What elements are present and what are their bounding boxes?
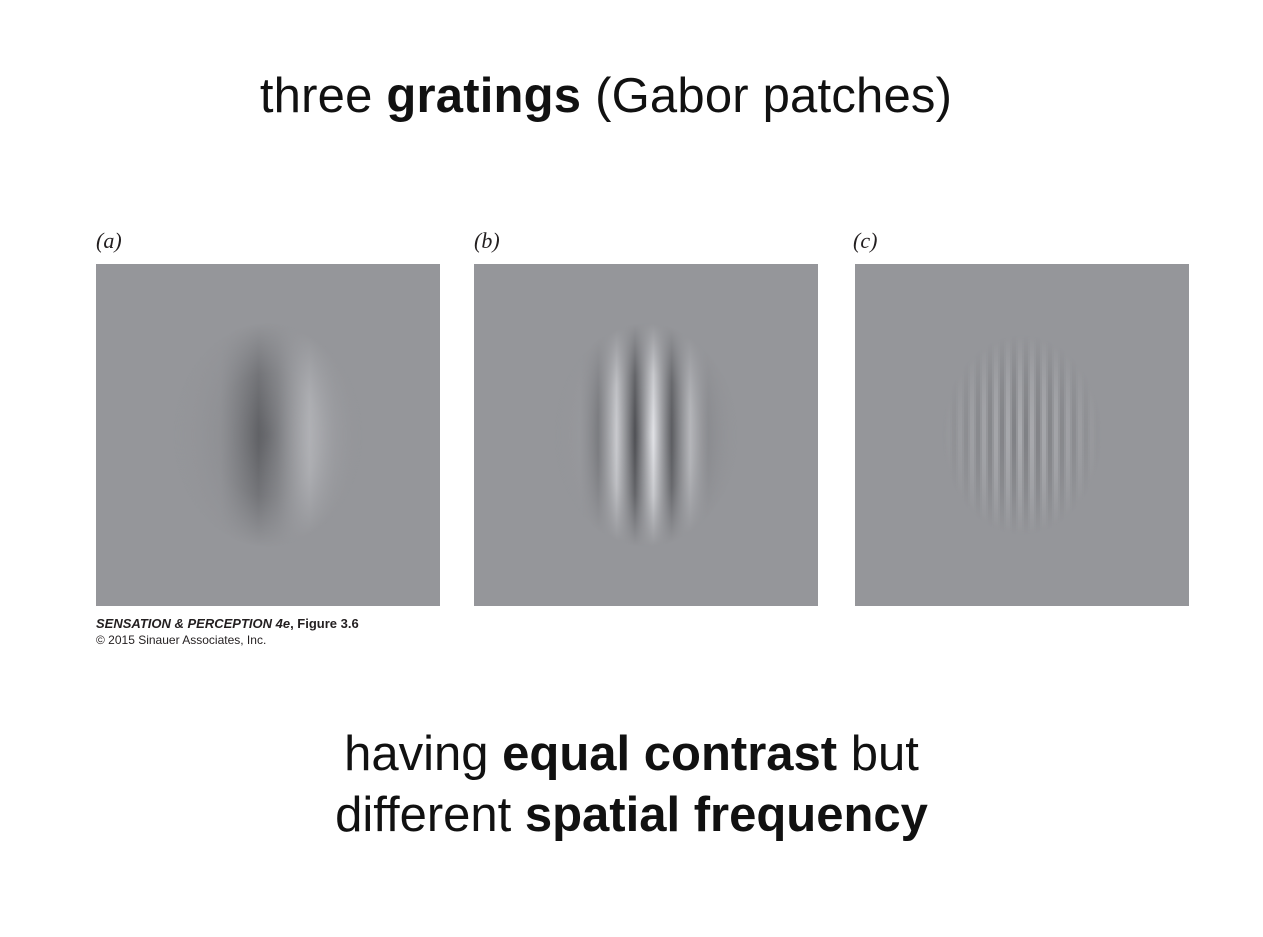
slide-title: three gratings (Gabor patches) [0, 68, 1212, 124]
subtitle-line1-pre: having [344, 727, 503, 781]
title-post: (Gabor patches) [581, 69, 953, 123]
gabor-patch-c-graphic [855, 264, 1189, 606]
subtitle-line1-post: but [837, 727, 919, 781]
slide-subtitle: having equal contrast but different spat… [0, 724, 1263, 846]
subtitle-line2-pre: different [335, 788, 525, 842]
title-pre: three [259, 69, 387, 123]
subtitle-line1-bold: equal contrast [502, 727, 838, 781]
subtitle-line2: different spatial frequency [0, 785, 1263, 846]
panel-c-label: (c) [853, 228, 878, 253]
credit-figure: , Figure 3.6 [290, 616, 359, 631]
credit-copyright: © 2015 Sinauer Associates, Inc. [96, 633, 267, 647]
credit-source: SENSATION & PERCEPTION 4e, Figure 3.6 [96, 615, 359, 632]
gabor-patch-b-graphic [474, 264, 818, 606]
gabor-patch-b [474, 264, 818, 606]
panel-b-label: (b) [474, 228, 500, 253]
gabor-patch-a-graphic [96, 264, 440, 606]
subtitle-line1: having equal contrast but [0, 724, 1263, 785]
credit-book: SENSATION & PERCEPTION 4e [96, 616, 291, 631]
title-bold: gratings [386, 69, 582, 123]
gabor-patch-a [96, 264, 440, 606]
panel-a-label: (a) [96, 228, 122, 253]
subtitle-line2-bold: spatial frequency [524, 788, 928, 842]
gabor-patch-c [855, 264, 1189, 606]
figure-credit: SENSATION & PERCEPTION 4e, Figure 3.6 © … [96, 615, 359, 649]
